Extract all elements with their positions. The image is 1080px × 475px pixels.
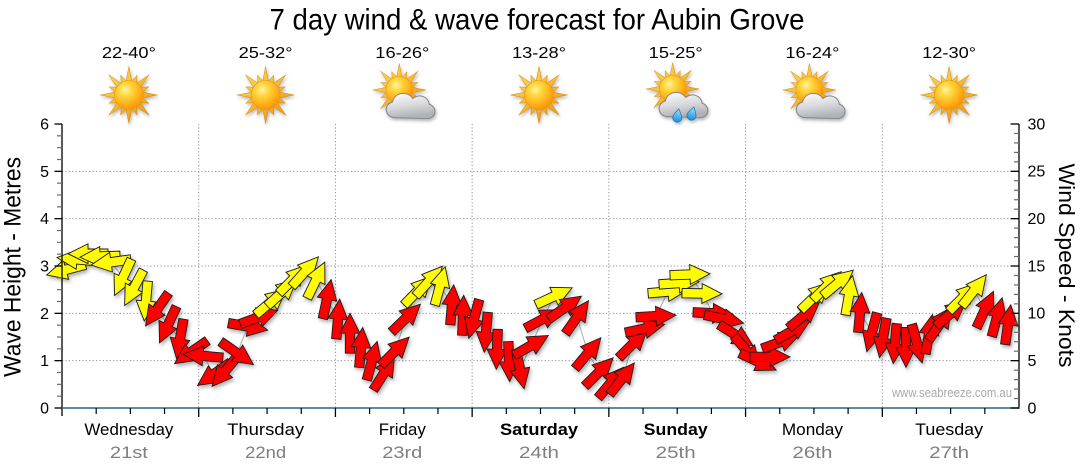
svg-text:Wednesday: Wednesday: [84, 420, 173, 439]
svg-text:Sunday: Sunday: [644, 420, 709, 439]
svg-text:27th: 27th: [929, 444, 969, 462]
svg-text:Monday: Monday: [782, 420, 843, 439]
svg-text:10: 10: [1028, 306, 1046, 323]
svg-text:30: 30: [1028, 116, 1046, 133]
svg-text:25th: 25th: [656, 444, 696, 462]
svg-text:5: 5: [40, 164, 49, 181]
svg-text:13-28°: 13-28°: [512, 45, 566, 62]
svg-text:23rd: 23rd: [382, 444, 422, 462]
svg-text:Wave Height - Metres: Wave Height - Metres: [0, 157, 27, 377]
svg-text:22-40°: 22-40°: [102, 45, 156, 62]
svg-text:Wind Speed - Knots: Wind Speed - Knots: [1054, 164, 1079, 368]
svg-text:4: 4: [40, 211, 49, 228]
svg-text:16-24°: 16-24°: [785, 45, 839, 62]
svg-text:16-26°: 16-26°: [375, 45, 429, 62]
svg-text:1: 1: [40, 353, 49, 370]
svg-text:15: 15: [1028, 258, 1046, 275]
svg-text:3: 3: [40, 259, 49, 276]
svg-text:20: 20: [1028, 211, 1046, 228]
svg-text:6: 6: [40, 117, 49, 134]
svg-text:Thursday: Thursday: [227, 420, 305, 439]
svg-text:www.seabreeze.com.au: www.seabreeze.com.au: [891, 386, 1012, 400]
svg-text:12-30°: 12-30°: [922, 45, 976, 62]
svg-text:Friday: Friday: [379, 420, 426, 439]
svg-text:15-25°: 15-25°: [649, 45, 703, 62]
svg-text:22nd: 22nd: [245, 444, 286, 462]
svg-text:0: 0: [1028, 400, 1037, 417]
svg-text:2: 2: [40, 306, 49, 323]
svg-text:7 day wind & wave forecast for: 7 day wind & wave forecast for Aubin Gro…: [270, 4, 805, 37]
svg-text:0: 0: [40, 401, 49, 418]
svg-text:Tuesday: Tuesday: [915, 420, 984, 439]
svg-text:21st: 21st: [110, 444, 149, 462]
svg-text:25: 25: [1028, 164, 1046, 181]
svg-text:5: 5: [1028, 353, 1037, 370]
svg-text:26th: 26th: [792, 444, 832, 462]
svg-text:Saturday: Saturday: [500, 420, 579, 439]
svg-text:25-32°: 25-32°: [239, 45, 293, 62]
svg-text:24th: 24th: [519, 444, 559, 462]
